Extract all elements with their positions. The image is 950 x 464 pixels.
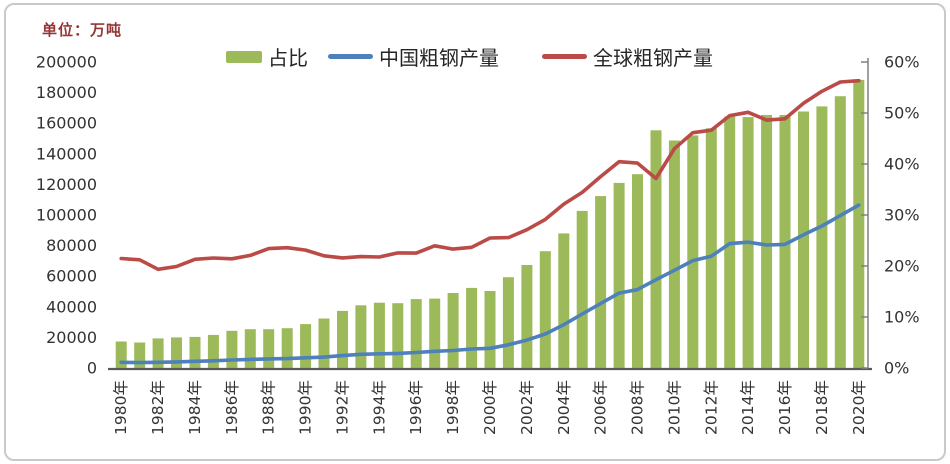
- x-axis-label: 2000年: [481, 380, 499, 435]
- bar-1995: [392, 303, 404, 368]
- legend-label-global-output: 全球粗钢产量: [593, 46, 713, 70]
- left-axis-label: 0: [87, 359, 97, 378]
- bar-2016: [779, 115, 791, 368]
- bar-2008: [632, 174, 643, 368]
- bar-2004: [558, 233, 570, 368]
- bar-1986: [226, 330, 238, 368]
- bar-2006: [595, 196, 607, 368]
- left-axis-label: 60000: [46, 267, 97, 286]
- bar-1993: [355, 305, 367, 368]
- bar-2018: [816, 106, 828, 369]
- bar-1984: [189, 336, 201, 368]
- line-swatch-blue-icon: [328, 54, 373, 59]
- bar-1996: [410, 299, 422, 368]
- line-swatch-red-icon: [542, 54, 587, 59]
- bar-1980: [115, 341, 127, 368]
- x-axis-label: 1980年: [112, 380, 130, 435]
- bar-2010: [668, 140, 680, 368]
- x-axis-label: 2020年: [850, 380, 868, 435]
- bar-1987: [244, 329, 256, 368]
- unit-label: 单位：万吨: [42, 21, 123, 39]
- x-axis-label: 2002年: [518, 380, 536, 435]
- x-axis-label: 2006年: [592, 380, 610, 435]
- bar-2005: [576, 210, 588, 368]
- bar-2020: [853, 79, 865, 369]
- bar-1989: [281, 328, 293, 368]
- right-axis-label: 40%: [884, 155, 920, 174]
- left-axis-label: 100000: [36, 206, 97, 225]
- right-axis-label: 10%: [884, 308, 920, 327]
- bar-2009: [650, 130, 662, 368]
- bar-swatch-icon: [226, 50, 262, 63]
- x-axis-label: 2016年: [776, 380, 794, 435]
- right-axis-label: 20%: [884, 257, 920, 276]
- bar-1990: [300, 324, 312, 368]
- china-output-line: [119, 203, 861, 365]
- x-axis-label: 1998年: [444, 380, 462, 435]
- bar-1981: [134, 342, 146, 368]
- bar-2000: [484, 291, 496, 368]
- left-axis-label: 40000: [46, 297, 97, 316]
- left-axis-label: 20000: [46, 328, 97, 347]
- left-axis-label: 140000: [36, 144, 97, 163]
- bar-1982: [152, 338, 164, 368]
- right-axis-label: 0%: [884, 359, 909, 378]
- right-axis-label: 60%: [884, 53, 920, 72]
- x-axis-label: 1984年: [186, 380, 204, 435]
- legend-item-china-output: 中国粗钢产量: [328, 42, 499, 71]
- right-axis-label: 50%: [884, 104, 920, 123]
- bar-2015: [761, 115, 773, 368]
- bar-2003: [539, 251, 551, 368]
- left-axis-label: 160000: [36, 114, 97, 133]
- x-axis-label: 1982年: [149, 380, 167, 435]
- left-axis-label: 80000: [46, 236, 97, 255]
- bar-1997: [429, 298, 441, 368]
- x-axis-label: 2008年: [629, 380, 647, 435]
- bar-2017: [798, 111, 809, 368]
- bar-2002: [521, 265, 533, 368]
- global-output-line: [119, 78, 861, 272]
- legend-label-china-output: 中国粗钢产量: [379, 46, 499, 70]
- left-axis-label: 180000: [36, 83, 97, 102]
- bar-1985: [207, 334, 219, 368]
- left-axis-label: 120000: [36, 175, 97, 194]
- bar-2001: [502, 277, 514, 368]
- x-axis-label: 1986年: [223, 380, 241, 435]
- bar-1988: [263, 329, 275, 368]
- bar-2019: [834, 96, 846, 368]
- x-axis-label: 1990年: [297, 380, 315, 435]
- bar-1994: [373, 302, 385, 368]
- bar-1992: [337, 310, 348, 368]
- right-axis-label: 30%: [884, 206, 920, 225]
- bar-1998: [447, 293, 459, 368]
- left-axis-label: 200000: [36, 53, 97, 72]
- bar-2007: [613, 182, 625, 368]
- bar-1983: [171, 337, 182, 368]
- bar-1991: [318, 318, 330, 368]
- x-axis-label: 2010年: [665, 380, 683, 435]
- x-axis-label: 2004年: [555, 380, 573, 435]
- legend-label-share: 占比: [268, 46, 308, 70]
- legend-item-share: 占比: [226, 42, 308, 71]
- x-axis-label: 2018年: [813, 380, 831, 435]
- legend-item-global-output: 全球粗钢产量: [542, 42, 713, 71]
- x-axis-label: 1996年: [407, 380, 425, 435]
- bar-2011: [687, 135, 699, 368]
- x-axis-label: 2014年: [739, 380, 757, 435]
- x-axis-label: 1992年: [333, 380, 351, 435]
- x-axis-label: 2012年: [702, 380, 720, 435]
- x-axis-label: 1994年: [370, 380, 388, 435]
- bar-1999: [466, 287, 478, 368]
- x-axis-label: 1988年: [260, 380, 278, 435]
- bar-2012: [705, 128, 717, 368]
